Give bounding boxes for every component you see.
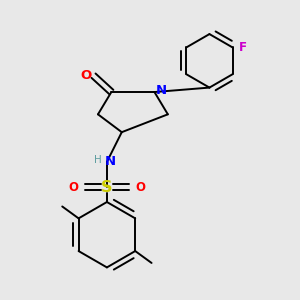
Text: O: O bbox=[80, 69, 92, 82]
Text: O: O bbox=[135, 181, 145, 194]
Text: F: F bbox=[239, 41, 247, 54]
Text: N: N bbox=[155, 84, 167, 98]
Text: H: H bbox=[94, 154, 102, 164]
Text: N: N bbox=[104, 155, 116, 168]
Text: S: S bbox=[101, 180, 113, 195]
Text: O: O bbox=[69, 181, 79, 194]
